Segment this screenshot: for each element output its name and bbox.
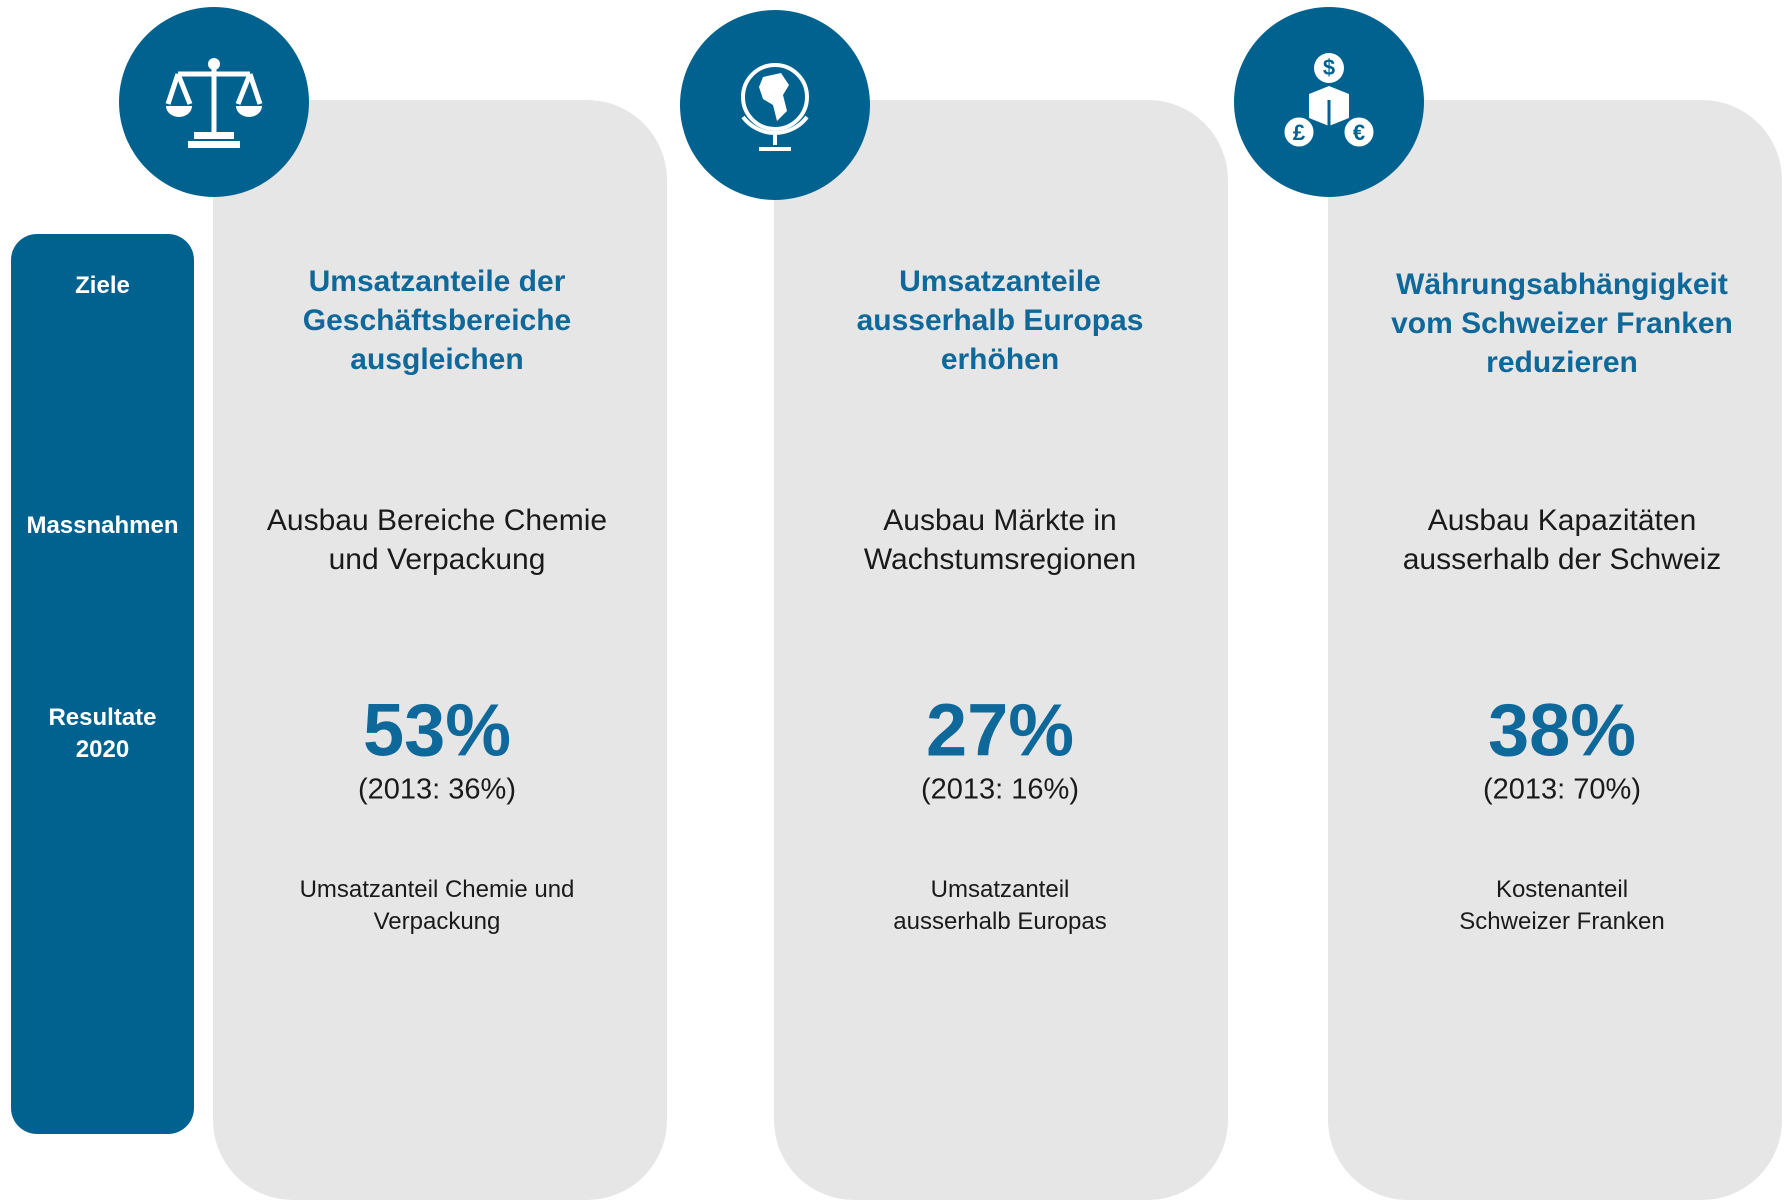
card <box>774 100 1228 1200</box>
card-description: Schweizer Franken <box>1459 908 1665 935</box>
page: $ £ € (() => { const data = JSON.parse(d… <box>11 7 1782 1200</box>
card-description: Verpackung <box>373 908 501 935</box>
card-title: vom Schweizer Franken <box>1391 307 1733 340</box>
card-result: 38% <box>1487 688 1637 772</box>
card-measure: ausserhalb der Schweiz <box>1402 543 1722 576</box>
card-result: 53% <box>362 688 512 772</box>
card-baseline: (2013: 70%) <box>1483 773 1641 806</box>
card-baseline: (2013: 16%) <box>921 773 1079 806</box>
svg-text:£: £ <box>1293 120 1306 145</box>
card-title: Umsatzanteile <box>899 265 1101 298</box>
card-title: Geschäftsbereiche <box>302 304 572 337</box>
side-label: Ziele <box>75 272 130 299</box>
card-result: 27% <box>925 688 1075 772</box>
card-description: Umsatzanteil <box>930 876 1070 903</box>
side-label: Massnahmen <box>26 512 179 539</box>
card-measure: Ausbau Bereiche Chemie <box>266 504 608 537</box>
card-measure: Wachstumsregionen <box>863 543 1137 576</box>
card-baseline: (2013: 36%) <box>358 773 516 806</box>
card-title: erhöhen <box>940 343 1060 376</box>
svg-text:€: € <box>1353 120 1365 145</box>
sidebar <box>11 234 194 1134</box>
side-label: 2020 <box>75 736 130 763</box>
icon-globe <box>680 10 870 200</box>
svg-text:$: $ <box>1323 55 1335 80</box>
card-description: ausserhalb Europas <box>893 908 1107 935</box>
card <box>213 100 667 1200</box>
card-measure: Ausbau Kapazitäten <box>1427 504 1697 537</box>
card-description: Kostenanteil <box>1495 876 1629 903</box>
card <box>1328 100 1782 1200</box>
card-title: ausserhalb Europas <box>856 304 1144 337</box>
card-description: Umsatzanteil Chemie und <box>299 876 575 903</box>
card-title: Umsatzanteile der <box>308 265 566 298</box>
card-title: Währungsabhängigkeit <box>1396 268 1728 301</box>
globe-glyph <box>741 63 809 151</box>
card-title: ausgleichen <box>350 343 524 376</box>
side-label: Resultate <box>48 704 157 731</box>
card-title: reduzieren <box>1486 346 1638 379</box>
icon-scales <box>119 7 309 197</box>
currency-glyph: $ £ € <box>1281 53 1377 150</box>
scales-glyph <box>165 58 263 148</box>
icon-currency: $ £ € <box>1234 7 1424 197</box>
card-measure: Ausbau Märkte in <box>883 504 1117 537</box>
card-measure: und Verpackung <box>328 543 546 576</box>
